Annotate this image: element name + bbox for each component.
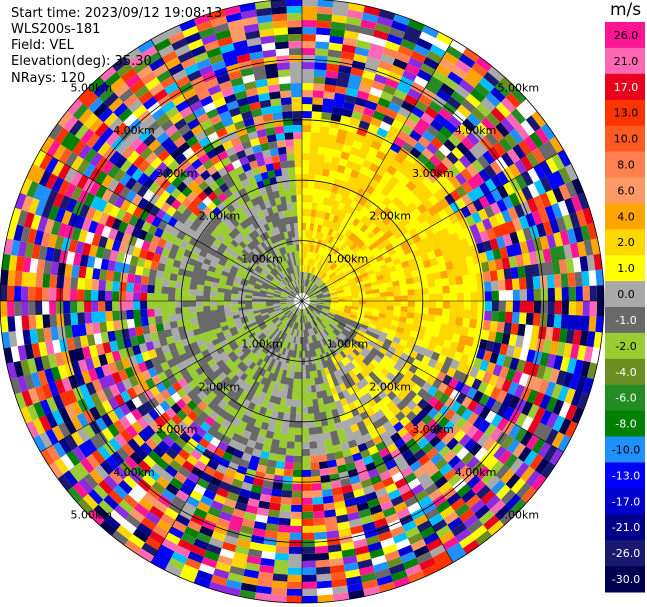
- colorbar-swatch: [605, 332, 645, 360]
- ring-label: 2.00km: [369, 380, 411, 393]
- ring-label: 5.00km: [71, 82, 113, 95]
- instrument-name: WLS200s-181: [11, 22, 101, 37]
- colorbar-unit: m/s: [610, 0, 642, 20]
- ring-label: 1.00km: [327, 338, 369, 351]
- colorbar-tick: 17.0: [614, 81, 639, 94]
- colorbar-tick: -26.0: [612, 547, 640, 560]
- ppi-plot: 1.00km 1.00km 1.00km 1.00km 2.00km 2.00km 2.00…: [0, 0, 605, 604]
- azimuth-spoke: [40, 300, 303, 453]
- velocity-gate-group: [1, 19, 568, 582]
- colorbar-tick: -8.0: [615, 418, 636, 431]
- colorbar-tick: -10.0: [612, 444, 640, 457]
- colorbar-swatch: [605, 255, 645, 282]
- velocity-gate-group: [0, 25, 603, 583]
- ring-label: 1.00km: [241, 252, 283, 265]
- azimuth-spoke: [150, 39, 303, 302]
- colorbar-tick: -30.0: [612, 573, 640, 586]
- colorbar-tick: 8.0: [617, 159, 635, 172]
- azimuth-spokes: [0, 0, 604, 603]
- colorbar-tick: -1.0: [615, 314, 636, 327]
- azimuth-spoke: [301, 39, 454, 302]
- colorbar-swatch: [605, 488, 645, 515]
- start-time: Start time: 2023/09/12 19:08:13: [11, 6, 223, 21]
- colorbar-tick: -2.0: [615, 340, 636, 353]
- colorbar-tick: -4.0: [615, 366, 636, 379]
- colorbar-swatch: [605, 22, 645, 49]
- ring-label: 1.00km: [241, 338, 283, 351]
- colorbar-tick: 0.0: [617, 288, 635, 301]
- colorbar-tick: -13.0: [612, 469, 640, 482]
- ring-label: 2.00km: [369, 210, 411, 223]
- ring-label: 5.00km: [71, 509, 113, 522]
- colorbar-tick: 4.0: [617, 210, 635, 223]
- ring-labels: 1.00km 1.00km 1.00km 1.00km 2.00km 2.00km 2.00…: [71, 82, 540, 522]
- ring-label: 2.00km: [199, 210, 241, 223]
- ring-label: 2.00km: [199, 380, 241, 393]
- velocity-gate-group: [0, 0, 597, 582]
- field-name: Field: VEL: [11, 38, 74, 53]
- velocity-gate-group: [3, 9, 597, 603]
- colorbar-swatch: [605, 177, 645, 204]
- colorbar-swatch: [605, 203, 645, 230]
- ring-label: 3.00km: [156, 423, 198, 436]
- colorbar-swatch: [605, 281, 645, 308]
- azimuth-spoke: [301, 300, 564, 453]
- ring-label: 1.00km: [327, 252, 369, 265]
- colorbar-tick: -21.0: [612, 521, 640, 534]
- colorbar-swatch: [605, 229, 645, 256]
- ring-label: 4.00km: [113, 466, 155, 479]
- azimuth-spoke: [150, 300, 303, 563]
- azimuth-spoke: [301, 149, 564, 302]
- colorbar: 26.0 21.0 17.0 13.0 10.0 8.0 6.0 4.0 2.0 1.0 0.0 -1…: [605, 22, 645, 593]
- colorbar-swatch: [605, 125, 645, 153]
- colorbar-tick: -6.0: [615, 392, 636, 405]
- ring-label: 5.00km: [498, 82, 540, 95]
- nrays: NRays: 120: [11, 71, 86, 86]
- velocity-gate-group: [21, 16, 560, 567]
- colorbar-swatch: [605, 384, 645, 412]
- azimuth-spoke: [301, 300, 454, 563]
- colorbar-tick: 2.0: [617, 236, 635, 249]
- colorbar-swatch: [605, 462, 645, 489]
- colorbar-swatch: [605, 73, 645, 101]
- colorbar-tick: 26.0: [614, 29, 639, 42]
- colorbar-swatch: [605, 151, 645, 178]
- colorbar-tick: 1.0: [617, 262, 635, 275]
- colorbar-tick: 21.0: [614, 55, 639, 68]
- ring-label: 3.00km: [412, 167, 454, 180]
- azimuth-spoke: [40, 149, 303, 302]
- colorbar-swatch: [605, 514, 645, 541]
- colorbar-swatch: [605, 540, 645, 567]
- colorbar-swatch: [605, 99, 645, 127]
- ring-label: 4.00km: [455, 124, 497, 137]
- elevation: Elevation(deg): 35.30: [11, 54, 152, 69]
- colorbar-swatch: [605, 47, 645, 75]
- velocity-gate-group: [13, 20, 596, 586]
- ring-label: 3.00km: [412, 423, 454, 436]
- colorbar-tick: -17.0: [612, 495, 640, 508]
- colorbar-tick: 10.0: [614, 133, 639, 146]
- colorbar-swatch: [605, 410, 645, 438]
- colorbar-swatch: [605, 436, 645, 463]
- colorbar-tick: 6.0: [617, 184, 635, 197]
- colorbar-tick: 13.0: [614, 107, 639, 120]
- ring-label: 3.00km: [156, 167, 198, 180]
- colorbar-swatch: [605, 307, 645, 334]
- ring-label: 4.00km: [113, 124, 155, 137]
- velocity-gate-group: [14, 0, 575, 583]
- colorbar-swatch: [605, 566, 645, 593]
- ring-label: 4.00km: [455, 466, 497, 479]
- ring-label: 5.00km: [498, 509, 540, 522]
- colorbar-swatch: [605, 358, 645, 386]
